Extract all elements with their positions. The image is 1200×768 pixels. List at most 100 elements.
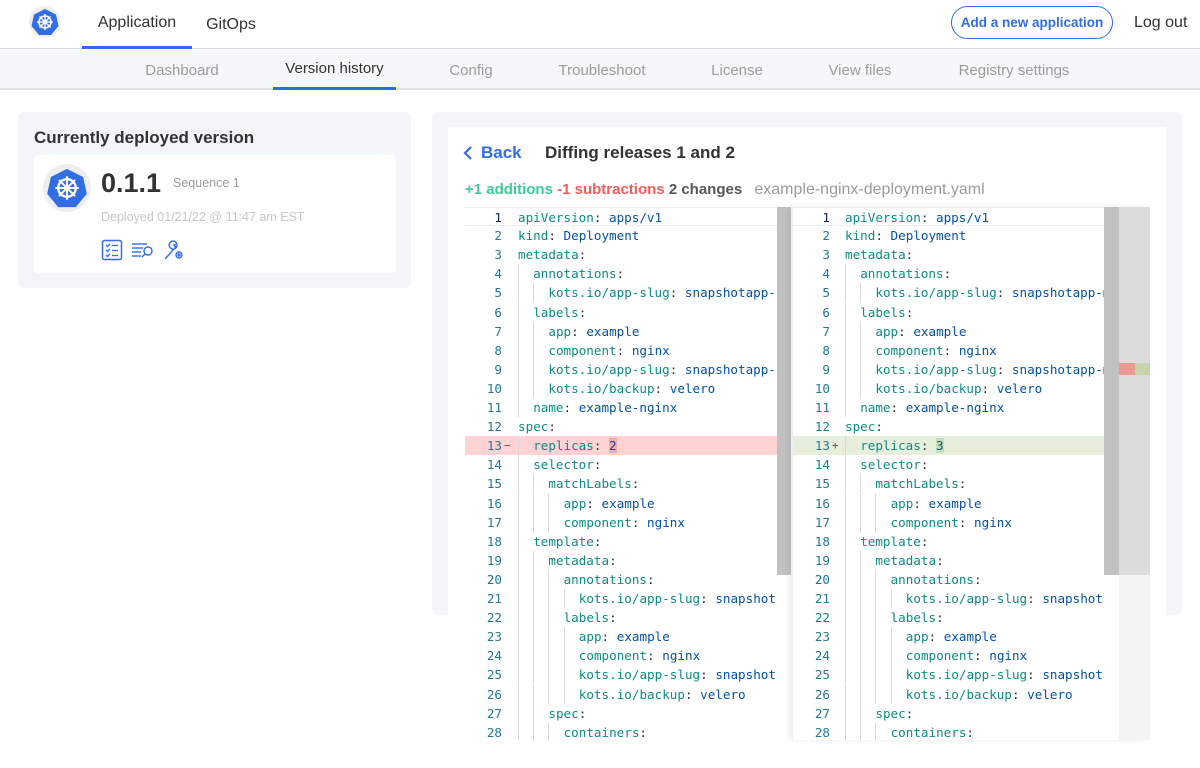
yaml-value: nginx bbox=[989, 648, 1028, 664]
line-number: 16 bbox=[486, 495, 502, 511]
yaml-colon: : bbox=[905, 304, 914, 320]
yaml-value: example bbox=[601, 495, 655, 511]
yaml-colon: : bbox=[631, 514, 640, 530]
yaml-value: velero bbox=[1027, 686, 1073, 702]
yaml-colon: : bbox=[609, 552, 617, 568]
preflight-checklist-icon[interactable] bbox=[101, 239, 123, 261]
yaml-colon: : bbox=[913, 495, 921, 511]
yaml-colon: : bbox=[920, 533, 929, 549]
line-number: 17 bbox=[486, 514, 502, 530]
yaml-value: snapshotapp-mu bbox=[1011, 285, 1104, 301]
vertical-scrollbar[interactable] bbox=[1104, 207, 1119, 575]
indent-guide bbox=[518, 321, 519, 341]
code-line: 17 component: nginx bbox=[465, 512, 791, 532]
indent-guide bbox=[845, 264, 846, 284]
yaml-colon: : bbox=[943, 342, 952, 358]
indent-guide bbox=[860, 722, 862, 740]
code-line: 13− replicas: 2 bbox=[465, 436, 791, 456]
line-number: 25 bbox=[486, 667, 502, 683]
config-wrench-icon[interactable] bbox=[163, 239, 185, 261]
line-number: 11 bbox=[486, 400, 502, 415]
yaml-colon: : bbox=[890, 400, 899, 415]
yaml-colon: : bbox=[928, 629, 937, 645]
line-number: 10 bbox=[486, 380, 502, 396]
indent-guide bbox=[518, 359, 519, 379]
indent-guide bbox=[533, 589, 535, 609]
indent-guide bbox=[563, 665, 565, 685]
indent-guide bbox=[518, 550, 519, 570]
yaml-colon: : bbox=[974, 648, 982, 664]
yaml-key: kots.io/app-slug bbox=[875, 361, 997, 377]
code-line: 15 matchLabels: bbox=[793, 474, 1150, 494]
yaml-colon: : bbox=[654, 380, 663, 396]
indent-guide bbox=[845, 359, 846, 379]
indent-guide bbox=[875, 608, 877, 628]
line-number: 7 bbox=[822, 323, 830, 339]
yaml-colon: : bbox=[936, 610, 944, 626]
subtab-registry-settings[interactable]: Registry settings bbox=[958, 61, 1070, 79]
line-number: 1 bbox=[822, 210, 830, 225]
code-line: 2 kind: Deployment bbox=[793, 226, 1150, 245]
yaml-key: annotations bbox=[533, 266, 617, 282]
indent-guide bbox=[875, 627, 877, 647]
line-number: 24 bbox=[486, 648, 502, 664]
tab-gitops[interactable]: GitOps bbox=[206, 15, 256, 33]
logs-search-icon[interactable] bbox=[131, 239, 155, 261]
vertical-scrollbar[interactable] bbox=[777, 207, 791, 575]
indent-guide bbox=[845, 684, 846, 704]
yaml-colon: : bbox=[593, 457, 602, 473]
code-line: 9 kots.io/app-slug: snapshotapp-mu bbox=[793, 359, 1150, 379]
yaml-value: snapshotapp-mu bbox=[1011, 361, 1104, 377]
subtab-version-history[interactable]: Version history bbox=[273, 50, 396, 90]
code-line: 20 annotations: bbox=[793, 569, 1150, 589]
line-number: 13 bbox=[486, 438, 502, 454]
subtab-view-files[interactable]: View files bbox=[828, 61, 892, 79]
code-text: selector: bbox=[533, 455, 776, 474]
logout-link[interactable]: Log out bbox=[1134, 14, 1188, 31]
code-text: selector: bbox=[860, 455, 1104, 474]
line-number: 2 bbox=[494, 228, 502, 244]
indent-guide bbox=[845, 455, 846, 475]
back-button[interactable]: Back bbox=[463, 143, 522, 163]
diff-original-pane[interactable]: 1 apiVersion: apps/v1 2 kind: Deployment 3 me… bbox=[465, 207, 791, 740]
indent-guide bbox=[845, 722, 846, 740]
yaml-value: snapshotapp-mu bbox=[684, 285, 776, 301]
indent-guide bbox=[563, 627, 565, 647]
yaml-colon: : bbox=[647, 648, 655, 664]
subtab-license[interactable]: License bbox=[711, 61, 763, 79]
code-text: containers: bbox=[564, 723, 776, 740]
indent-guide bbox=[518, 627, 519, 647]
code-text: annotations: bbox=[564, 570, 776, 589]
indent-guide bbox=[845, 378, 846, 398]
tab-application[interactable]: Application bbox=[82, 0, 192, 49]
line-number: 5 bbox=[494, 285, 502, 301]
line-number: 12 bbox=[486, 419, 502, 435]
code-text: app: example bbox=[564, 494, 776, 513]
yaml-colon: : bbox=[958, 476, 967, 492]
indent-guide bbox=[845, 283, 846, 303]
code-text: labels: bbox=[891, 608, 1104, 627]
subtab-troubleshoot[interactable]: Troubleshoot bbox=[558, 61, 646, 79]
yaml-key: component bbox=[890, 514, 959, 530]
subtab-dashboard[interactable]: Dashboard bbox=[145, 61, 219, 79]
subtab-config[interactable]: Config bbox=[449, 61, 493, 79]
yaml-key: kots.io/backup bbox=[548, 380, 655, 396]
yaml-key: apiVersion bbox=[845, 210, 921, 225]
indent-guide bbox=[518, 436, 519, 456]
indent-guide bbox=[533, 283, 535, 303]
add-application-button[interactable]: Add a new application bbox=[951, 6, 1113, 39]
yaml-key: labels bbox=[860, 304, 906, 320]
yaml-value: Deployment bbox=[890, 228, 967, 244]
indent-guide bbox=[518, 264, 519, 284]
code-text: app: example bbox=[875, 322, 1104, 341]
yaml-key: matchLabels bbox=[548, 476, 632, 492]
app-logo[interactable] bbox=[29, 6, 61, 38]
yaml-colon: : bbox=[616, 266, 625, 282]
yaml-key: annotations bbox=[890, 571, 974, 587]
indent-guide bbox=[518, 378, 519, 398]
code-text: labels: bbox=[533, 303, 776, 322]
yaml-key: labels bbox=[563, 610, 610, 626]
indent-guide bbox=[875, 722, 877, 740]
code-line: 20 annotations: bbox=[465, 569, 791, 589]
diff-modified-pane[interactable]: 1 apiVersion: apps/v1 2 kind: Deployment 3 me… bbox=[793, 207, 1150, 740]
